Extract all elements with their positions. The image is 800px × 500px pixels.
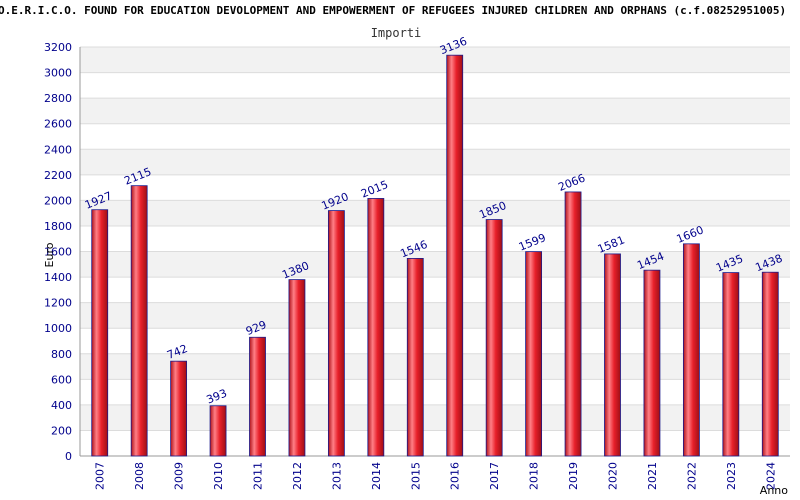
bar-2016 bbox=[446, 54, 464, 457]
data-label-2014: 2015 bbox=[359, 178, 390, 201]
x-axis-ticks: 2007 2008 2009 2010 2011 2012 2013 2014 2015 2016… bbox=[94, 462, 778, 490]
data-label-2018: 1599 bbox=[517, 231, 548, 254]
y-tick-label: 2800 bbox=[44, 92, 72, 105]
bars bbox=[91, 54, 779, 457]
x-tick-label-2021: 2021 bbox=[646, 462, 659, 490]
bar-2015 bbox=[406, 258, 424, 457]
x-tick-label-2023: 2023 bbox=[725, 462, 738, 490]
bar-2019 bbox=[564, 191, 582, 457]
bar-2007 bbox=[91, 209, 109, 457]
grid-band bbox=[80, 302, 790, 329]
y-axis-ticks: 0 200 400 600 800 1000 1200 1400 1600 1800 2000 220… bbox=[44, 41, 72, 463]
bar-2017 bbox=[485, 219, 503, 457]
x-tick-label-2012: 2012 bbox=[291, 462, 304, 490]
grid-band bbox=[80, 353, 790, 380]
x-tick-label-2013: 2013 bbox=[330, 462, 343, 490]
bar-2014 bbox=[367, 198, 385, 457]
x-tick-label-2007: 2007 bbox=[94, 462, 107, 490]
y-tick-label: 2000 bbox=[44, 194, 72, 207]
chart-subtitle: Importi bbox=[371, 26, 422, 40]
y-tick-label: 800 bbox=[51, 348, 72, 361]
x-axis-label: Anno bbox=[760, 484, 788, 497]
grid bbox=[79, 46, 790, 457]
y-tick-label: 2400 bbox=[44, 143, 72, 156]
y-axis-label: Euro bbox=[43, 242, 56, 267]
bar-2012 bbox=[288, 279, 306, 457]
grid-band bbox=[80, 149, 790, 175]
x-tick-label-2010: 2010 bbox=[212, 462, 225, 490]
grid-band bbox=[80, 200, 790, 226]
data-label-2010: 393 bbox=[205, 387, 229, 407]
bar-2008 bbox=[130, 185, 148, 457]
grid-band bbox=[80, 251, 790, 278]
y-tick-label: 2600 bbox=[44, 118, 72, 131]
y-tick-label: 3000 bbox=[44, 67, 72, 80]
bar-2023 bbox=[722, 272, 740, 457]
y-tick-label: 600 bbox=[51, 373, 72, 386]
x-tick-label-2016: 2016 bbox=[449, 462, 462, 490]
y-tick-label: 1000 bbox=[44, 322, 72, 335]
y-tick-label: 1800 bbox=[44, 220, 72, 233]
chart-title: O.E.R.I.C.O. FOUND FOR EDUCATION DEVOLOP… bbox=[0, 4, 786, 17]
x-tick-label-2017: 2017 bbox=[488, 462, 501, 490]
bar-2021 bbox=[643, 269, 661, 457]
grid-band bbox=[80, 47, 790, 73]
bar-2022 bbox=[682, 243, 700, 457]
y-tick-label: 400 bbox=[51, 399, 72, 412]
x-tick-label-2009: 2009 bbox=[173, 462, 186, 490]
x-tick-label-2024: 2024 bbox=[764, 462, 777, 490]
bar-2020 bbox=[604, 253, 621, 457]
x-tick-label-2008: 2008 bbox=[133, 462, 146, 490]
bar-2010 bbox=[209, 405, 227, 457]
y-tick-label: 200 bbox=[51, 424, 72, 437]
grid-band bbox=[80, 98, 790, 124]
bar-2018 bbox=[525, 251, 543, 457]
grid-band bbox=[80, 404, 790, 431]
y-tick-label: 1400 bbox=[44, 271, 72, 284]
x-tick-label-2015: 2015 bbox=[409, 462, 422, 490]
data-label-2022: 1660 bbox=[675, 223, 706, 246]
y-tick-label: 1600 bbox=[44, 246, 72, 259]
y-tick-label: 2200 bbox=[44, 169, 72, 182]
x-tick-label-2022: 2022 bbox=[685, 462, 698, 490]
x-tick-label-2014: 2014 bbox=[370, 462, 383, 490]
x-tick-label-2019: 2019 bbox=[567, 462, 580, 490]
bar-2013 bbox=[327, 210, 345, 457]
bar-2009 bbox=[170, 360, 188, 457]
x-tick-label-2011: 2011 bbox=[252, 462, 265, 490]
x-tick-label-2020: 2020 bbox=[607, 462, 620, 490]
y-tick-label: 1200 bbox=[44, 297, 72, 310]
bar-2024 bbox=[761, 271, 779, 457]
bar-2011 bbox=[249, 336, 266, 457]
y-tick-label: 0 bbox=[65, 450, 72, 463]
y-tick-label: 3200 bbox=[44, 41, 72, 54]
x-tick-label-2018: 2018 bbox=[528, 462, 541, 490]
